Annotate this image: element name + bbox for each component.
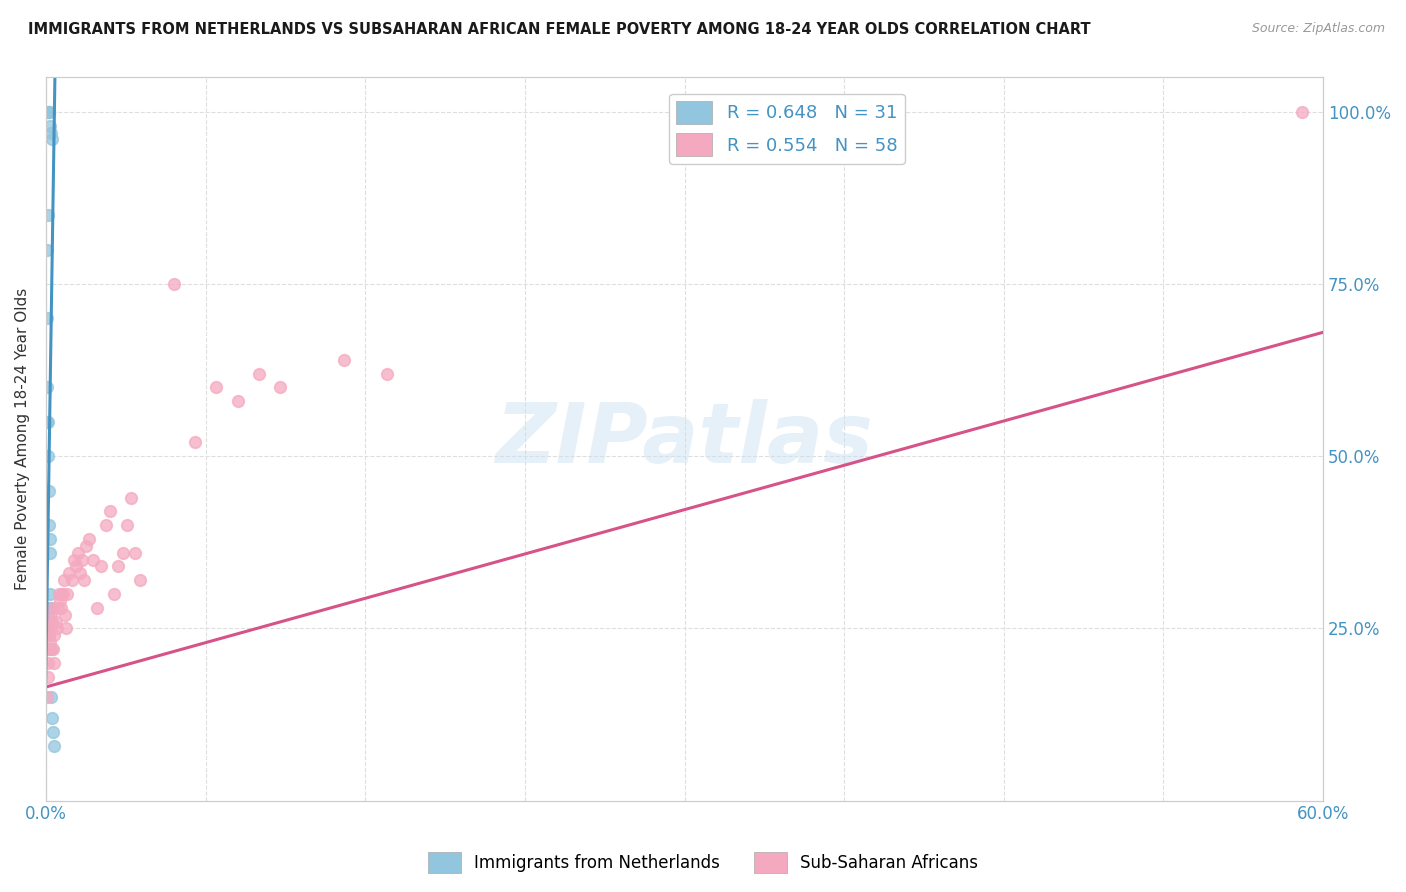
- Point: [120, 491, 142, 505]
- Point: [41, 642, 63, 657]
- Point: [37, 208, 59, 222]
- Point: [53, 607, 76, 622]
- Point: [35, 380, 58, 394]
- Point: [42, 600, 65, 615]
- Point: [111, 546, 134, 560]
- Point: [39, 600, 62, 615]
- Point: [45, 622, 67, 636]
- Y-axis label: Female Poverty Among 18-24 Year Olds: Female Poverty Among 18-24 Year Olds: [15, 288, 30, 591]
- Point: [41, 132, 63, 146]
- Point: [56, 587, 79, 601]
- Point: [98, 504, 121, 518]
- Point: [82, 552, 104, 566]
- Point: [269, 380, 291, 394]
- Point: [41, 711, 63, 725]
- Point: [44, 739, 66, 753]
- Point: [38, 635, 60, 649]
- Legend: Immigrants from Netherlands, Sub-Saharan Africans: Immigrants from Netherlands, Sub-Saharan…: [420, 846, 986, 880]
- Point: [39, 622, 62, 636]
- Point: [38, 483, 60, 498]
- Point: [333, 352, 356, 367]
- Point: [44, 628, 66, 642]
- Point: [73, 573, 96, 587]
- Point: [103, 587, 125, 601]
- Legend: R = 0.648   N = 31, R = 0.554   N = 58: R = 0.648 N = 31, R = 0.554 N = 58: [669, 94, 904, 163]
- Point: [75, 539, 97, 553]
- Point: [77, 532, 100, 546]
- Point: [38, 628, 60, 642]
- Point: [39, 690, 62, 705]
- Point: [86, 600, 108, 615]
- Point: [107, 559, 129, 574]
- Point: [69, 566, 91, 581]
- Point: [41, 615, 63, 629]
- Point: [38, 642, 60, 657]
- Point: [375, 367, 398, 381]
- Point: [35, 104, 58, 119]
- Point: [70, 552, 93, 566]
- Point: [128, 573, 150, 587]
- Point: [55, 622, 77, 636]
- Point: [38, 628, 60, 642]
- Point: [42, 656, 65, 670]
- Point: [124, 546, 146, 560]
- Point: [58, 566, 80, 581]
- Point: [39, 587, 62, 601]
- Point: [49, 594, 72, 608]
- Point: [53, 573, 76, 587]
- Point: [94, 518, 117, 533]
- Text: Source: ZipAtlas.com: Source: ZipAtlas.com: [1251, 22, 1385, 36]
- Point: [37, 104, 59, 119]
- Point: [35, 311, 58, 326]
- Point: [62, 552, 84, 566]
- Point: [45, 615, 67, 629]
- Point: [1291, 104, 1313, 119]
- Point: [42, 642, 65, 657]
- Point: [37, 449, 59, 463]
- Point: [38, 642, 60, 657]
- Text: ZIPatlas: ZIPatlas: [496, 399, 873, 480]
- Point: [39, 126, 62, 140]
- Point: [38, 104, 60, 119]
- Point: [37, 615, 59, 629]
- Point: [48, 587, 70, 601]
- Point: [37, 670, 59, 684]
- Point: [184, 435, 207, 450]
- Point: [65, 559, 87, 574]
- Point: [49, 600, 72, 615]
- Point: [66, 546, 89, 560]
- Text: IMMIGRANTS FROM NETHERLANDS VS SUBSAHARAN AFRICAN FEMALE POVERTY AMONG 18-24 YEA: IMMIGRANTS FROM NETHERLANDS VS SUBSAHARA…: [28, 22, 1091, 37]
- Point: [163, 277, 186, 291]
- Point: [37, 243, 59, 257]
- Point: [90, 559, 112, 574]
- Point: [42, 724, 65, 739]
- Point: [51, 587, 73, 601]
- Point: [37, 656, 59, 670]
- Point: [60, 573, 83, 587]
- Point: [37, 415, 59, 429]
- Point: [39, 615, 62, 629]
- Point: [35, 600, 58, 615]
- Point: [38, 518, 60, 533]
- Point: [37, 415, 59, 429]
- Point: [39, 119, 62, 133]
- Point: [46, 600, 69, 615]
- Point: [39, 607, 62, 622]
- Point: [226, 394, 249, 409]
- Point: [39, 546, 62, 560]
- Point: [115, 518, 138, 533]
- Point: [37, 607, 59, 622]
- Point: [52, 587, 75, 601]
- Point: [38, 622, 60, 636]
- Point: [38, 104, 60, 119]
- Point: [247, 367, 270, 381]
- Point: [205, 380, 228, 394]
- Point: [35, 690, 58, 705]
- Point: [38, 532, 60, 546]
- Point: [38, 622, 60, 636]
